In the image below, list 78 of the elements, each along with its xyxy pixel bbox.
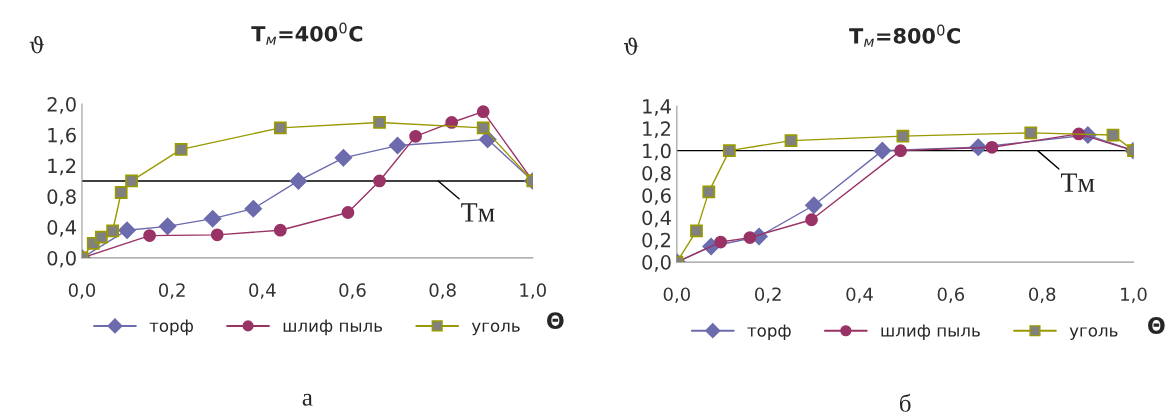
y-tick-label: 1,4: [643, 99, 671, 116]
y-tick-label: 0,2: [642, 232, 671, 250]
y-tick-label: 0,0: [47, 250, 76, 268]
y-tick-label: 1,2: [643, 121, 671, 139]
x-tick-label: 0,2: [755, 287, 781, 303]
point: [373, 116, 386, 129]
point: [334, 149, 353, 167]
point: [896, 129, 910, 143]
x-tick-label: 0,6: [937, 287, 965, 303]
ref-line-label: Tм: [1060, 173, 1095, 192]
point: [985, 140, 999, 154]
point: [784, 134, 798, 148]
point: [690, 224, 703, 238]
x-tick-label: 0,4: [249, 283, 276, 299]
x-tick-label: 1,0: [520, 283, 546, 299]
x-tick-label: 0,4: [846, 287, 873, 303]
legend-label: шлиф пыль: [881, 324, 980, 341]
y-tick-label: 1,6: [48, 127, 76, 145]
point: [873, 141, 892, 160]
x-tick-label: 0,0: [68, 283, 96, 299]
point: [476, 121, 490, 135]
point: [409, 129, 422, 143]
point: [805, 196, 823, 214]
legend-label: уголь: [1069, 327, 1118, 341]
point: [476, 105, 490, 119]
x-tick-label: 0,0: [663, 287, 690, 303]
y-tick-label: 0,8: [642, 165, 671, 183]
point: [143, 229, 156, 242]
point: [722, 144, 736, 158]
point: [1024, 126, 1038, 140]
y-tick-label: 1,0: [643, 143, 671, 161]
text: а: [302, 393, 313, 406]
point: [158, 217, 177, 236]
text: б: [900, 393, 911, 412]
ref-line-label: Tм: [461, 203, 495, 222]
point: [114, 186, 128, 199]
x-tick-label: 0,6: [339, 283, 366, 299]
point: [1106, 128, 1120, 142]
x-axis-title: Θ: [547, 312, 564, 329]
x-tick-label: 0,8: [429, 283, 456, 299]
y-axis-title: ϑ: [623, 37, 639, 55]
y-tick-label: 0,0: [642, 255, 671, 272]
point: [125, 174, 138, 188]
legend-label: торф: [149, 319, 193, 336]
point: [174, 143, 188, 156]
point: [106, 224, 120, 238]
point: [244, 199, 262, 218]
y-tick-label: 2,0: [47, 96, 76, 114]
point: [118, 221, 136, 239]
point: [743, 231, 757, 244]
legend-label: шлиф пыль: [283, 319, 383, 336]
point: [373, 174, 386, 188]
chart-title: T$_{м}$=800$^{0}$C: [849, 24, 960, 47]
x-axis-title: Θ: [1148, 317, 1165, 334]
point: [94, 230, 108, 244]
y-tick-label: 0,8: [47, 189, 76, 206]
point: [289, 172, 308, 190]
point: [714, 235, 728, 249]
y-tick-label: 0,4: [642, 210, 671, 228]
point: [273, 223, 287, 237]
y-tick-label: 0,4: [47, 220, 77, 237]
point: [341, 206, 355, 219]
point: [210, 228, 224, 242]
point: [894, 144, 908, 158]
point: [805, 213, 818, 227]
y-tick-label: 0,6: [642, 188, 671, 205]
y-axis-title: ϑ: [29, 36, 45, 54]
point: [388, 136, 407, 155]
legend-label: торф: [747, 324, 791, 341]
chart-title: T$_{м}$=400$^{0}$C: [251, 22, 363, 45]
x-tick-label: 0,2: [158, 283, 185, 299]
y-tick-label: 1,2: [48, 158, 76, 176]
x-tick-label: 0,8: [1029, 287, 1056, 303]
point: [273, 121, 287, 135]
x-tick-label: 1,0: [1121, 287, 1147, 303]
point: [204, 209, 222, 228]
legend-label: уголь: [471, 322, 520, 336]
point: [702, 185, 716, 199]
